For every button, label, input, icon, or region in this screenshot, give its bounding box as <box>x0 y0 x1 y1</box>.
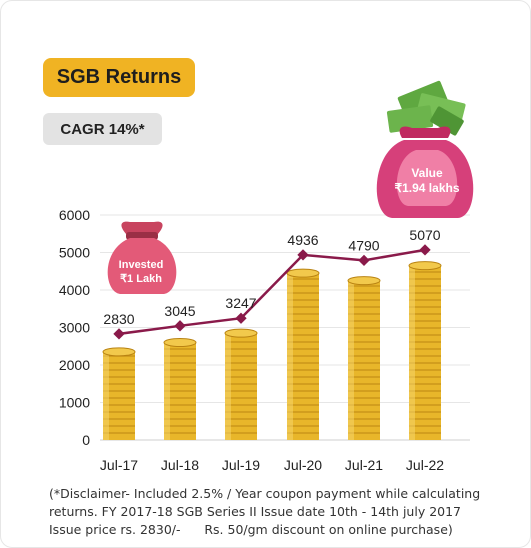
x-tick-label: Jul-20 <box>284 457 322 473</box>
y-tick-label: 4000 <box>59 282 90 298</box>
chart-grid <box>100 214 470 441</box>
disclaimer-line: returns. FY 2017-18 SGB Series II Issue … <box>49 504 462 519</box>
page-title: SGB Returns <box>43 58 195 97</box>
coin-highlight <box>287 273 293 440</box>
coin-stack <box>163 338 197 440</box>
invested-bag-icon: Invested ₹1 Lakh <box>107 221 177 294</box>
coin-stack <box>347 276 381 440</box>
data-point-marker <box>113 328 125 340</box>
data-label: 3247 <box>225 295 256 311</box>
disclaimer-line: (*Disclaimer- Included 2.5% / Year coupo… <box>49 486 481 501</box>
coin-stack <box>102 347 136 440</box>
data-label: 2830 <box>103 311 134 327</box>
data-label: 4936 <box>287 232 318 248</box>
coin-top <box>224 328 258 338</box>
coin-top <box>347 276 381 286</box>
value-bag-icon: Value ₹1.94 lakhs <box>376 80 474 218</box>
returns-polyline <box>118 248 426 336</box>
coin-highlight <box>103 351 109 440</box>
x-tick-label: Jul-19 <box>222 457 260 473</box>
cagr-badge: CAGR 14%* <box>43 113 162 145</box>
coin-top <box>286 268 320 278</box>
coin-top <box>163 338 197 347</box>
coin-stack <box>286 268 320 440</box>
invested-bag-line2: ₹1 Lakh <box>120 273 162 285</box>
value-bag-line1: Value <box>411 166 443 180</box>
data-point-marker <box>174 320 186 332</box>
data-point-marker <box>297 249 309 261</box>
disclaimer-line: Issue price rs. 2830/- Rs. 50/gm discoun… <box>49 522 453 537</box>
x-tick-label: Jul-21 <box>345 457 383 473</box>
coin-highlight <box>409 265 415 440</box>
coin-stack <box>224 328 258 440</box>
x-axis: Jul-17 Jul-18 Jul-19 Jul-20 Jul-21 Jul-22 <box>100 457 444 473</box>
disclaimer-text: (*Disclaimer- Included 2.5% / Year coupo… <box>49 485 519 539</box>
coin-highlight <box>348 280 354 440</box>
data-point-marker <box>419 244 431 256</box>
y-tick-label: 1000 <box>59 395 90 411</box>
coin-highlight <box>225 333 231 440</box>
data-point-marker <box>235 312 247 324</box>
x-tick-label: Jul-17 <box>100 457 138 473</box>
coin-stack <box>408 261 442 440</box>
y-tick-label: 2000 <box>59 357 90 373</box>
data-point-marker <box>358 254 370 267</box>
x-tick-label: Jul-18 <box>161 457 199 473</box>
x-tick-label: Jul-22 <box>406 457 444 473</box>
coin-highlight <box>164 342 170 440</box>
y-tick-label: 3000 <box>59 320 90 336</box>
y-tick-label: 5000 <box>59 245 90 261</box>
y-axis: 0 1000 2000 3000 4000 5000 6000 <box>59 207 90 448</box>
coin-stacks <box>102 261 442 440</box>
data-label: 5070 <box>409 227 440 243</box>
data-label: 4790 <box>348 237 379 253</box>
invested-bag-line1: Invested <box>119 259 164 271</box>
coin-top <box>102 347 136 357</box>
coin-top <box>408 261 442 271</box>
y-tick-label: 6000 <box>59 207 90 223</box>
y-tick-label: 0 <box>82 432 90 448</box>
data-label: 3045 <box>164 303 195 319</box>
value-bag-line2: ₹1.94 lakhs <box>394 181 459 195</box>
